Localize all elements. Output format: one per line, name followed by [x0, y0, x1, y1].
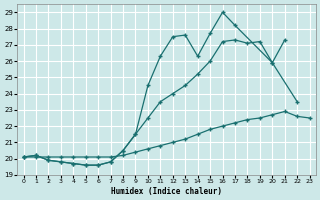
X-axis label: Humidex (Indice chaleur): Humidex (Indice chaleur)	[111, 187, 222, 196]
